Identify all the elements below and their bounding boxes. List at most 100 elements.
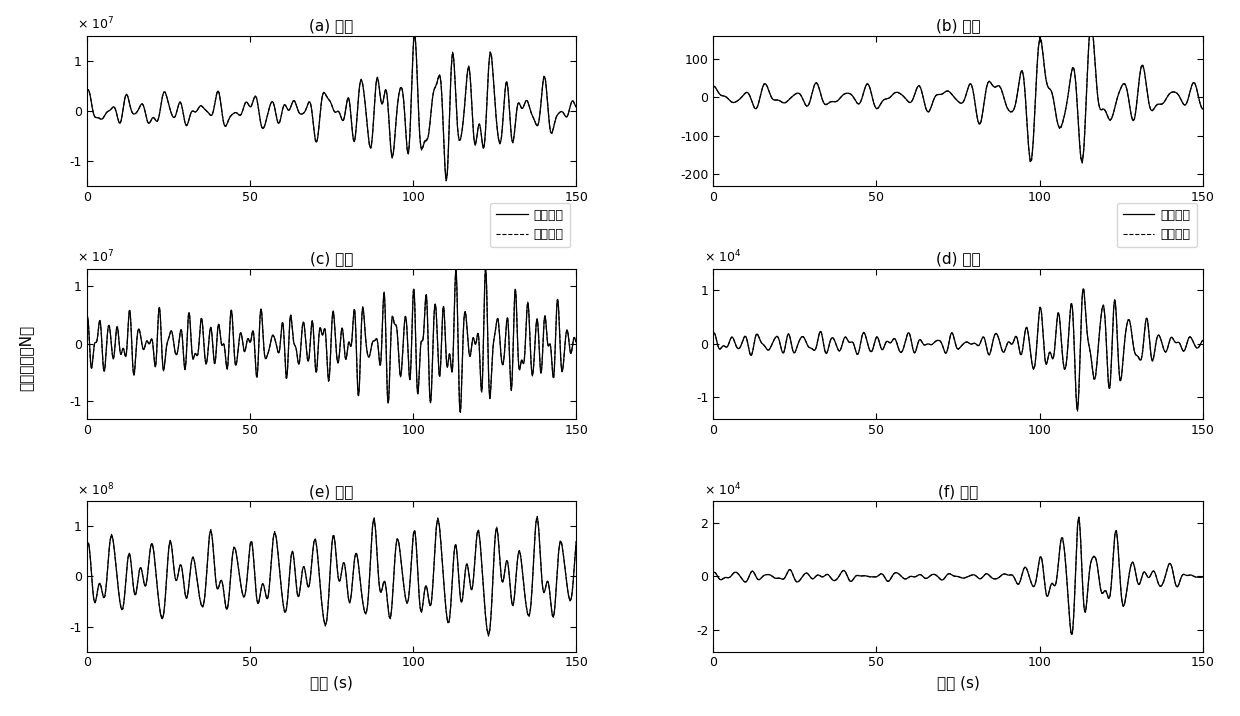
重构信号 (791, 577, 806, 586)
重构信号 (439, 175, 454, 184)
Line: 重构信号: 重构信号 (713, 518, 1203, 634)
原始信号 (915, 571, 930, 580)
原始信号 (288, 575, 303, 584)
重构信号 (135, 100, 150, 109)
原始信号 (288, 343, 303, 352)
Text: $\times$ 10$^{7}$: $\times$ 10$^{7}$ (77, 249, 114, 266)
Title: (e) 纵摇: (e) 纵摇 (309, 484, 353, 499)
重构信号 (569, 537, 584, 546)
原始信号 (569, 338, 584, 347)
原始信号 (706, 82, 720, 90)
Title: (c) 垂荡: (c) 垂荡 (310, 251, 353, 266)
重构信号 (79, 543, 94, 552)
原始信号 (288, 99, 303, 107)
重构信号 (1133, 356, 1148, 364)
重构信号 (791, 89, 806, 97)
重构信号 (453, 407, 467, 416)
原始信号 (761, 87, 776, 96)
重构信号 (135, 343, 150, 352)
Text: 波浪载荷（N）: 波浪载荷（N） (19, 325, 33, 391)
原始信号 (1070, 407, 1085, 416)
原始信号 (1071, 513, 1086, 521)
原始信号 (79, 543, 94, 551)
原始信号 (507, 130, 522, 139)
重构信号 (288, 343, 303, 352)
重构信号 (481, 630, 496, 639)
重构信号 (1076, 284, 1091, 293)
重构信号 (1195, 336, 1210, 344)
原始信号 (507, 300, 522, 309)
X-axis label: 次数 (s): 次数 (s) (310, 675, 353, 690)
重构信号 (706, 569, 720, 577)
Legend: 重构信号, 原始信号: 重构信号, 原始信号 (490, 203, 570, 247)
重构信号 (559, 581, 574, 589)
重构信号 (559, 326, 574, 334)
重构信号 (267, 102, 281, 111)
原始信号 (706, 329, 720, 337)
原始信号 (1195, 336, 1210, 344)
重构信号 (1074, 158, 1089, 166)
重构信号 (706, 329, 720, 338)
重构信号 (915, 571, 930, 580)
原始信号 (1185, 338, 1200, 347)
原始信号 (569, 537, 584, 546)
Line: 重构信号: 重构信号 (87, 269, 577, 412)
原始信号 (79, 315, 94, 324)
原始信号 (135, 571, 150, 579)
重构信号 (479, 265, 494, 274)
重构信号 (761, 345, 776, 354)
重构信号 (915, 89, 930, 97)
重构信号 (1133, 576, 1148, 585)
重构信号 (894, 90, 909, 99)
Title: (f) 首摇: (f) 首摇 (937, 484, 978, 499)
原始信号 (559, 326, 574, 334)
Line: 重构信号: 重构信号 (87, 518, 577, 634)
重构信号 (761, 571, 776, 579)
原始信号 (164, 326, 179, 335)
原始信号 (706, 569, 720, 577)
Line: 原始信号: 原始信号 (87, 268, 577, 412)
原始信号 (1185, 572, 1200, 581)
原始信号 (135, 100, 150, 108)
重构信号 (1195, 105, 1210, 113)
Title: (d) 横摇: (d) 横摇 (936, 251, 981, 266)
原始信号 (164, 110, 179, 119)
重构信号 (164, 542, 179, 551)
原始信号 (408, 29, 423, 38)
重构信号 (1133, 64, 1148, 73)
重构信号 (288, 574, 303, 583)
原始信号 (915, 338, 930, 347)
重构信号 (529, 513, 544, 522)
重构信号 (507, 301, 522, 309)
重构信号 (1185, 339, 1200, 347)
重构信号 (894, 571, 909, 580)
重构信号 (1185, 78, 1200, 87)
Line: 原始信号: 原始信号 (87, 34, 577, 181)
原始信号 (894, 348, 909, 357)
原始信号 (1195, 105, 1210, 114)
X-axis label: 次数 (s): 次数 (s) (936, 675, 980, 690)
重构信号 (507, 130, 522, 139)
重构信号 (791, 339, 806, 348)
原始信号 (164, 542, 179, 551)
原始信号 (439, 177, 454, 185)
原始信号 (1133, 64, 1148, 73)
原始信号 (267, 528, 281, 536)
重构信号 (1084, 21, 1099, 29)
重构信号 (1185, 572, 1200, 581)
重构信号 (79, 315, 94, 324)
原始信号 (559, 112, 574, 121)
原始信号 (79, 88, 94, 97)
重构信号 (1195, 573, 1210, 581)
Line: 重构信号: 重构信号 (87, 35, 577, 180)
原始信号 (559, 581, 574, 589)
重构信号 (894, 348, 909, 357)
原始信号 (267, 334, 281, 342)
原始信号 (791, 339, 806, 348)
重构信号 (267, 334, 281, 342)
Line: 原始信号: 原始信号 (713, 24, 1203, 163)
原始信号 (1133, 356, 1148, 364)
原始信号 (507, 595, 522, 604)
Line: 原始信号: 原始信号 (87, 516, 577, 637)
重构信号 (915, 339, 930, 347)
